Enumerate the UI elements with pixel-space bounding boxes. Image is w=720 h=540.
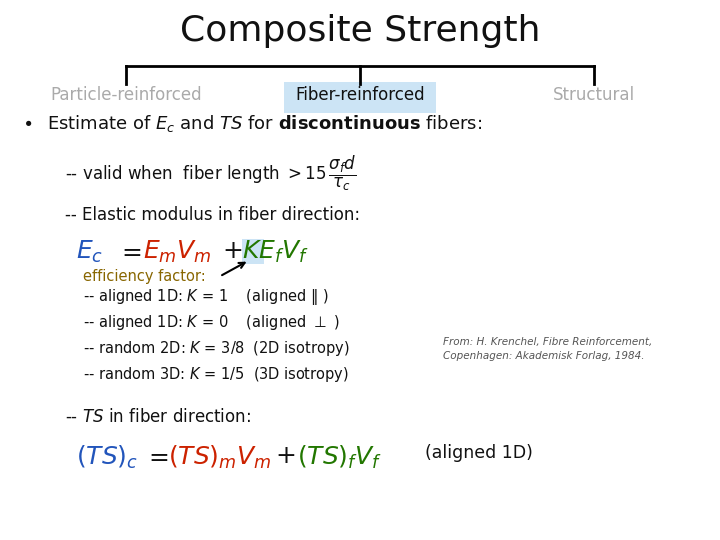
Text: $E_c$: $E_c$ xyxy=(76,239,103,266)
Text: -- random 3D: $K$ = 1/5  (3D isotropy): -- random 3D: $K$ = 1/5 (3D isotropy) xyxy=(83,365,348,384)
Text: Composite Strength: Composite Strength xyxy=(180,14,540,48)
Text: $=$: $=$ xyxy=(117,239,143,263)
Text: Structural: Structural xyxy=(553,86,635,104)
Text: $=$: $=$ xyxy=(144,444,169,468)
Text: -- Elastic modulus in fiber direction:: -- Elastic modulus in fiber direction: xyxy=(65,206,360,224)
Text: Particle-reinforced: Particle-reinforced xyxy=(50,86,202,104)
Text: $+$: $+$ xyxy=(222,239,242,263)
Text: Fiber-reinforced: Fiber-reinforced xyxy=(295,86,425,104)
Text: -- valid when  fiber length $> 15\,\dfrac{\sigma_f d}{\tau_c}$: -- valid when fiber length $> 15\,\dfrac… xyxy=(65,154,356,193)
Text: $(\mathit{TS})_fV_f$: $(\mathit{TS})_fV_f$ xyxy=(297,444,382,471)
FancyBboxPatch shape xyxy=(242,239,264,264)
Text: -- $\mathit{TS}$ in fiber direction:: -- $\mathit{TS}$ in fiber direction: xyxy=(65,408,251,426)
Text: $(\mathit{TS})_c$: $(\mathit{TS})_c$ xyxy=(76,444,138,471)
Text: $(\mathit{TS})_mV_m$: $(\mathit{TS})_mV_m$ xyxy=(168,444,271,471)
Text: Estimate of $\mathit{E_c}$ and $\mathit{TS}$ for $\mathbf{discontinuous}$ fibers: Estimate of $\mathit{E_c}$ and $\mathit{… xyxy=(47,113,482,134)
Text: -- aligned 1D: $K$ = 1    (aligned $\|$ ): -- aligned 1D: $K$ = 1 (aligned $\|$ ) xyxy=(83,287,328,307)
Text: $+$: $+$ xyxy=(275,444,295,468)
FancyBboxPatch shape xyxy=(284,82,436,113)
Text: efficiency factor:: efficiency factor: xyxy=(83,269,205,284)
Text: $KE_fV_f$: $KE_fV_f$ xyxy=(242,239,308,266)
Text: From: H. Krenchel, Fibre Reinforcement,
Copenhagen: Akademisk Forlag, 1984.: From: H. Krenchel, Fibre Reinforcement, … xyxy=(443,338,652,361)
Text: (aligned 1D): (aligned 1D) xyxy=(425,444,533,462)
Text: $\bullet$: $\bullet$ xyxy=(22,113,32,131)
Text: -- random 2D: $K$ = 3/8  (2D isotropy): -- random 2D: $K$ = 3/8 (2D isotropy) xyxy=(83,339,349,358)
Text: $E_mV_m$: $E_mV_m$ xyxy=(143,239,211,266)
Text: -- aligned 1D: $K$ = 0    (aligned $\bot$ ): -- aligned 1D: $K$ = 0 (aligned $\bot$ ) xyxy=(83,313,340,332)
